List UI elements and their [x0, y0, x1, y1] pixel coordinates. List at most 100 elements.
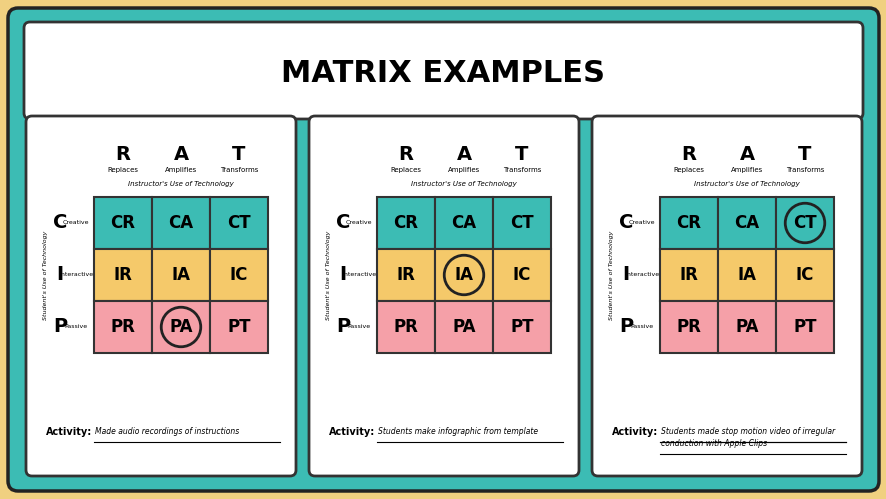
- Bar: [377, 301, 434, 353]
- Text: Amplifies: Amplifies: [447, 167, 479, 173]
- Text: IA: IA: [454, 266, 473, 284]
- Text: MATRIX EXAMPLES: MATRIX EXAMPLES: [281, 58, 604, 87]
- Text: CR: CR: [111, 214, 136, 232]
- FancyBboxPatch shape: [8, 8, 878, 491]
- Text: Activity:: Activity:: [329, 427, 375, 437]
- Text: CA: CA: [168, 214, 193, 232]
- Text: A: A: [739, 145, 754, 164]
- Text: CR: CR: [393, 214, 418, 232]
- Text: CT: CT: [792, 214, 816, 232]
- Bar: [775, 197, 833, 249]
- Text: Student's Use of Technology: Student's Use of Technology: [326, 231, 331, 320]
- Bar: [493, 301, 550, 353]
- Text: I: I: [622, 265, 629, 284]
- Text: Students made stop motion video of irregular: Students made stop motion video of irreg…: [660, 428, 835, 437]
- Text: Passive: Passive: [65, 324, 88, 329]
- Bar: [717, 197, 775, 249]
- FancyBboxPatch shape: [24, 22, 862, 119]
- Text: IC: IC: [795, 266, 813, 284]
- Text: PA: PA: [169, 318, 192, 336]
- Bar: [717, 249, 775, 301]
- Text: IR: IR: [113, 266, 132, 284]
- Bar: [210, 249, 268, 301]
- FancyBboxPatch shape: [26, 116, 296, 476]
- Text: CA: CA: [451, 214, 476, 232]
- Text: PR: PR: [676, 318, 701, 336]
- Text: A: A: [456, 145, 471, 164]
- Bar: [717, 301, 775, 353]
- Text: Interactive: Interactive: [625, 272, 658, 277]
- Text: Interactive: Interactive: [58, 272, 93, 277]
- Bar: [94, 249, 152, 301]
- Text: Activity:: Activity:: [611, 427, 657, 437]
- Text: Creative: Creative: [346, 221, 372, 226]
- FancyBboxPatch shape: [308, 116, 579, 476]
- Bar: [659, 249, 717, 301]
- Text: Amplifies: Amplifies: [730, 167, 762, 173]
- Text: Students make infographic from template: Students make infographic from template: [377, 428, 538, 437]
- Text: Transforms: Transforms: [785, 167, 823, 173]
- Text: PA: PA: [734, 318, 758, 336]
- Text: IC: IC: [229, 266, 248, 284]
- Text: R: R: [398, 145, 413, 164]
- Text: Instructor's Use of Technology: Instructor's Use of Technology: [411, 181, 517, 187]
- Text: C: C: [336, 214, 350, 233]
- FancyBboxPatch shape: [591, 116, 861, 476]
- Text: Transforms: Transforms: [220, 167, 258, 173]
- Bar: [152, 301, 210, 353]
- Text: P: P: [618, 317, 633, 336]
- Text: Creative: Creative: [628, 221, 655, 226]
- Bar: [659, 301, 717, 353]
- Text: PT: PT: [792, 318, 816, 336]
- Text: R: R: [115, 145, 130, 164]
- Bar: [152, 249, 210, 301]
- Bar: [377, 249, 434, 301]
- Text: Amplifies: Amplifies: [165, 167, 197, 173]
- Text: T: T: [797, 145, 811, 164]
- Text: PA: PA: [452, 318, 475, 336]
- Text: Instructor's Use of Technology: Instructor's Use of Technology: [694, 181, 799, 187]
- Text: IR: IR: [396, 266, 415, 284]
- Text: IA: IA: [736, 266, 756, 284]
- Bar: [493, 197, 550, 249]
- Bar: [434, 301, 493, 353]
- Text: Replaces: Replaces: [390, 167, 421, 173]
- Text: Replaces: Replaces: [107, 167, 138, 173]
- Text: I: I: [339, 265, 346, 284]
- Text: C: C: [618, 214, 633, 233]
- Text: IC: IC: [512, 266, 531, 284]
- Text: T: T: [515, 145, 528, 164]
- Text: Students made stop motion video of irregular conduction with Apple Clips: Students made stop motion video of irreg…: [0, 498, 1, 499]
- Text: Student's Use of Technology: Student's Use of Technology: [609, 231, 614, 320]
- Text: PT: PT: [509, 318, 533, 336]
- Text: P: P: [336, 317, 350, 336]
- Bar: [775, 301, 833, 353]
- Text: A: A: [174, 145, 189, 164]
- Text: Activity:: Activity:: [46, 427, 92, 437]
- Text: T: T: [232, 145, 245, 164]
- Text: Transforms: Transforms: [502, 167, 540, 173]
- Text: R: R: [680, 145, 696, 164]
- Bar: [210, 301, 268, 353]
- Text: CA: CA: [734, 214, 758, 232]
- Bar: [152, 197, 210, 249]
- Text: Passive: Passive: [630, 324, 653, 329]
- Bar: [434, 249, 493, 301]
- Bar: [377, 197, 434, 249]
- Bar: [94, 197, 152, 249]
- Bar: [434, 197, 493, 249]
- Text: Made audio recordings of instructions: Made audio recordings of instructions: [95, 428, 239, 437]
- Text: Replaces: Replaces: [672, 167, 703, 173]
- Text: PT: PT: [227, 318, 251, 336]
- Text: PR: PR: [111, 318, 136, 336]
- Text: Creative: Creative: [63, 221, 89, 226]
- Text: conduction with Apple Clips: conduction with Apple Clips: [660, 440, 766, 449]
- Bar: [659, 197, 717, 249]
- Text: P: P: [53, 317, 67, 336]
- Text: PR: PR: [393, 318, 418, 336]
- Text: Instructor's Use of Technology: Instructor's Use of Technology: [128, 181, 234, 187]
- Bar: [210, 197, 268, 249]
- Text: Student's Use of Technology: Student's Use of Technology: [43, 231, 49, 320]
- Text: C: C: [53, 214, 67, 233]
- Bar: [493, 249, 550, 301]
